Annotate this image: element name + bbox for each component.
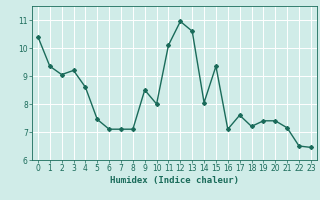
X-axis label: Humidex (Indice chaleur): Humidex (Indice chaleur)	[110, 176, 239, 185]
